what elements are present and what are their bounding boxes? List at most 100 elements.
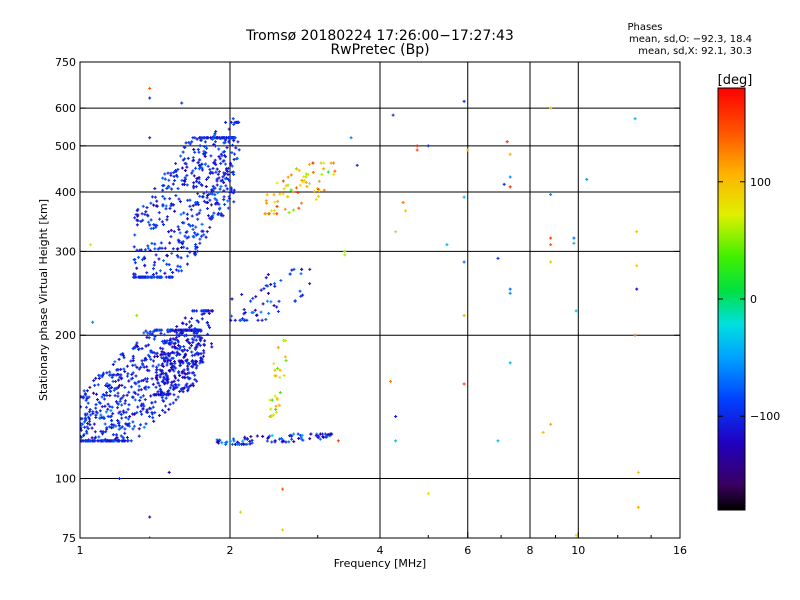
data-point — [178, 200, 182, 204]
data-point — [200, 312, 204, 316]
data-point — [194, 225, 198, 229]
data-point — [92, 391, 96, 395]
data-point — [140, 402, 144, 406]
data-point — [203, 154, 207, 158]
data-point — [204, 185, 208, 189]
data-point — [90, 436, 94, 440]
data-point — [194, 185, 198, 189]
data-point — [185, 212, 189, 216]
data-point — [275, 305, 279, 309]
data-point — [147, 415, 151, 419]
data-point — [131, 420, 135, 424]
data-point — [171, 182, 175, 186]
data-point — [121, 352, 125, 356]
data-point — [276, 199, 280, 203]
data-point — [145, 408, 149, 412]
data-point — [297, 436, 301, 440]
data-point — [415, 148, 419, 152]
data-point — [136, 393, 140, 397]
data-point — [131, 427, 135, 431]
data-point — [254, 295, 258, 299]
data-point — [143, 398, 147, 402]
data-point — [98, 374, 102, 378]
data-point — [240, 293, 244, 297]
data-point — [154, 204, 158, 208]
data-point — [298, 289, 302, 293]
data-point — [117, 357, 121, 361]
data-point — [195, 364, 199, 368]
data-point — [508, 361, 512, 365]
data-point — [194, 201, 198, 205]
data-point — [100, 405, 104, 409]
data-point — [133, 261, 137, 265]
data-point — [165, 253, 169, 257]
data-point — [170, 275, 174, 279]
axis-ticks: 1 2 4 6 8 10 16 75 100 200 300 400 500 600 750 — [55, 56, 687, 557]
data-point — [239, 510, 243, 514]
data-point — [89, 413, 93, 417]
data-point — [157, 257, 161, 261]
data-point — [308, 162, 312, 166]
data-point — [105, 391, 109, 395]
data-point — [111, 412, 115, 416]
data-point — [182, 211, 186, 215]
data-point — [189, 208, 193, 212]
data-point — [299, 267, 303, 271]
data-point — [161, 379, 165, 383]
data-point — [173, 179, 177, 183]
data-point — [168, 206, 172, 210]
data-point — [174, 366, 178, 370]
data-point — [502, 182, 506, 186]
data-point — [137, 384, 141, 388]
data-point — [192, 331, 196, 335]
data-point — [182, 345, 186, 349]
data-point — [210, 345, 214, 349]
data-point — [122, 367, 126, 371]
data-point — [466, 148, 470, 152]
data-point — [308, 267, 312, 271]
data-point — [239, 318, 243, 322]
data-point — [283, 207, 287, 211]
data-point — [221, 159, 225, 163]
data-point — [394, 439, 398, 443]
data-point — [124, 410, 128, 414]
data-point — [233, 152, 237, 156]
data-point — [211, 184, 215, 188]
data-point — [192, 186, 196, 190]
data-point — [172, 379, 176, 383]
data-point — [173, 338, 177, 342]
data-point — [110, 386, 114, 390]
data-point — [111, 433, 115, 437]
data-point — [274, 374, 278, 378]
data-point — [187, 371, 191, 375]
data-point — [103, 404, 107, 408]
data-point — [114, 379, 118, 383]
data-point — [273, 368, 277, 372]
data-point — [462, 195, 466, 199]
data-point — [167, 407, 171, 411]
data-point — [140, 412, 144, 416]
data-point — [148, 248, 152, 252]
data-point — [226, 173, 230, 177]
data-point — [215, 136, 219, 140]
data-point — [201, 354, 205, 358]
data-point — [193, 231, 197, 235]
data-point — [195, 177, 199, 181]
data-point — [119, 434, 123, 438]
phases-x-stats: mean, sd,X: 92.1, 30.3 — [638, 46, 752, 57]
data-point — [391, 113, 395, 117]
data-point — [137, 427, 141, 431]
data-point — [123, 370, 127, 374]
data-point — [167, 358, 171, 362]
data-point — [92, 439, 96, 443]
data-point — [104, 430, 108, 434]
data-point — [166, 171, 170, 175]
data-point — [108, 425, 112, 429]
data-point — [197, 211, 201, 215]
data-point — [92, 422, 96, 426]
data-point — [174, 194, 178, 198]
data-point — [284, 440, 288, 444]
data-point — [299, 294, 303, 298]
data-point — [266, 273, 270, 277]
data-point — [105, 426, 109, 430]
